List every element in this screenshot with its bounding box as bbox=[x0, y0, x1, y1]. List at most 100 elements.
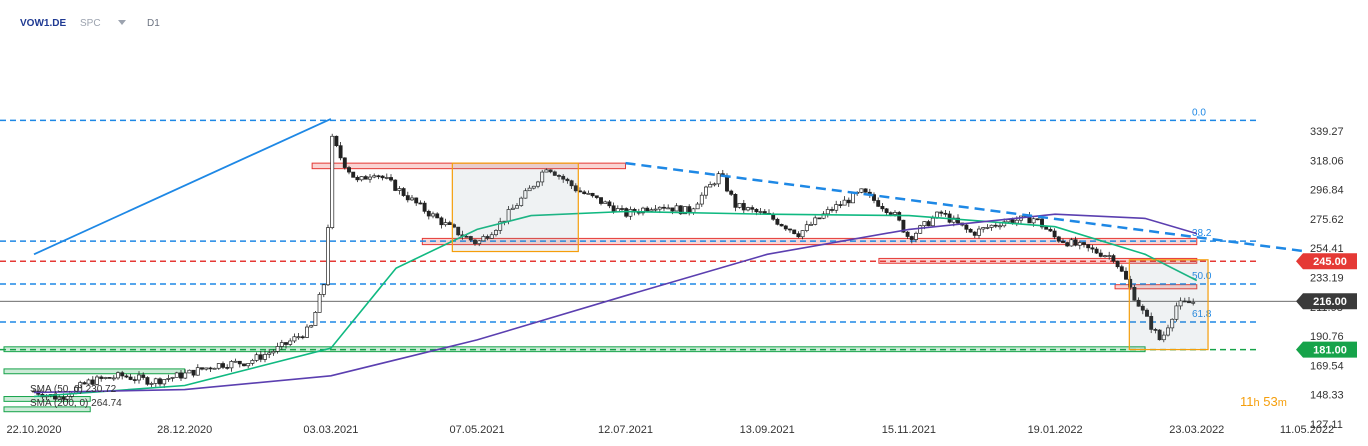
candle bbox=[1182, 297, 1187, 303]
candle-body bbox=[401, 188, 406, 196]
candle bbox=[838, 200, 843, 209]
candle-body bbox=[1035, 218, 1040, 221]
candle-body bbox=[649, 209, 654, 212]
candle bbox=[863, 188, 868, 193]
candle-body bbox=[695, 203, 700, 210]
candle bbox=[825, 206, 830, 218]
candle bbox=[695, 202, 700, 210]
candle bbox=[544, 168, 549, 173]
candle bbox=[800, 230, 805, 240]
candle-body bbox=[431, 213, 435, 217]
candle bbox=[1166, 324, 1170, 337]
candle-body bbox=[531, 185, 536, 189]
candle-body bbox=[594, 195, 599, 198]
candle bbox=[796, 231, 801, 239]
candle bbox=[565, 177, 570, 184]
chevron-down-icon[interactable] bbox=[118, 20, 126, 25]
candle-body bbox=[162, 379, 167, 385]
candle-body bbox=[750, 207, 755, 210]
candle bbox=[384, 173, 389, 180]
candle-body bbox=[237, 360, 242, 365]
candle-body bbox=[527, 187, 532, 192]
candle-body bbox=[611, 205, 616, 213]
y-tick-label: 254.41 bbox=[1310, 243, 1344, 255]
candle bbox=[1128, 275, 1133, 290]
candle bbox=[313, 311, 318, 326]
candle bbox=[359, 176, 364, 182]
candle-body bbox=[351, 171, 356, 178]
candle bbox=[141, 372, 146, 380]
candle-body bbox=[590, 192, 595, 197]
candle-body bbox=[368, 176, 372, 180]
candle-body bbox=[246, 363, 251, 367]
candle bbox=[515, 203, 519, 209]
x-tick-label: 19.01.2022 bbox=[1028, 424, 1083, 436]
candle bbox=[750, 205, 755, 213]
candle bbox=[1140, 304, 1145, 315]
candle bbox=[145, 376, 150, 386]
candle-body bbox=[645, 207, 650, 212]
candle bbox=[729, 189, 734, 196]
candle bbox=[968, 228, 973, 233]
timeframe-label: D1 bbox=[147, 18, 160, 29]
candle bbox=[519, 196, 524, 207]
y-tick-label: 169.54 bbox=[1310, 360, 1344, 372]
candle bbox=[326, 224, 330, 287]
candle bbox=[628, 206, 633, 220]
x-tick-label: 13.09.2021 bbox=[740, 424, 795, 436]
candle-body bbox=[132, 379, 137, 381]
candle bbox=[1187, 297, 1191, 304]
candle-body bbox=[540, 171, 545, 183]
x-tick-label: 11.05.2022 bbox=[1280, 424, 1334, 436]
candle-body bbox=[158, 378, 162, 385]
candle-body bbox=[1048, 228, 1053, 232]
candle-body bbox=[1014, 219, 1019, 224]
candle bbox=[531, 185, 536, 190]
candle-body bbox=[1077, 242, 1082, 246]
candle-body bbox=[376, 175, 381, 178]
candle-body bbox=[1073, 239, 1078, 246]
candle-body bbox=[334, 135, 339, 147]
candle bbox=[498, 217, 503, 235]
candle bbox=[1136, 297, 1141, 307]
candle bbox=[330, 133, 335, 230]
candle-body bbox=[179, 372, 183, 379]
candle-body bbox=[86, 379, 91, 385]
candle-body bbox=[418, 202, 423, 205]
candle bbox=[809, 221, 813, 226]
candle-body bbox=[821, 213, 826, 219]
candle-body bbox=[342, 157, 347, 168]
candle-body bbox=[464, 235, 469, 238]
candle-body bbox=[1191, 301, 1196, 304]
candle-body bbox=[1090, 247, 1095, 250]
candle bbox=[288, 338, 293, 347]
candle bbox=[1111, 253, 1116, 264]
candle-body bbox=[225, 367, 230, 369]
candle-body bbox=[443, 222, 448, 226]
candle-body bbox=[216, 363, 221, 369]
candle bbox=[804, 220, 809, 233]
candle bbox=[998, 222, 1002, 230]
candle-body bbox=[384, 177, 389, 179]
candle-body bbox=[956, 217, 960, 224]
candle-body bbox=[981, 227, 986, 230]
candle-body bbox=[746, 207, 750, 211]
candle bbox=[485, 234, 490, 241]
candle-body bbox=[380, 175, 385, 179]
candle bbox=[989, 224, 994, 231]
candle-body bbox=[775, 218, 780, 225]
candle-body bbox=[1061, 240, 1065, 243]
candle bbox=[317, 292, 322, 313]
candle bbox=[443, 218, 448, 227]
candle bbox=[540, 169, 545, 186]
candle bbox=[166, 374, 171, 382]
candle-body bbox=[284, 342, 288, 345]
candle bbox=[275, 342, 280, 354]
candle-body bbox=[170, 376, 175, 379]
candle-body bbox=[363, 176, 368, 180]
candle bbox=[1094, 246, 1099, 255]
candle-body bbox=[993, 224, 998, 227]
candle bbox=[603, 200, 608, 204]
candle-body bbox=[393, 179, 398, 191]
